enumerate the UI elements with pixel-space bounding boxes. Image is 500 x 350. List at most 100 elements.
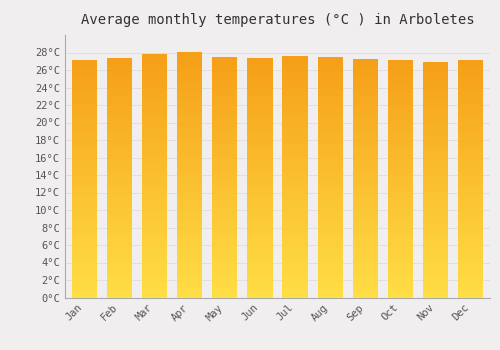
Bar: [423, 215, 448, 218]
Bar: [212, 201, 238, 204]
Bar: [282, 249, 308, 252]
Bar: [212, 216, 238, 219]
Bar: [388, 241, 413, 244]
Bar: [107, 259, 132, 261]
Bar: [248, 196, 272, 198]
Bar: [318, 201, 343, 204]
Bar: [282, 204, 308, 207]
Bar: [212, 249, 238, 252]
Bar: [248, 271, 272, 274]
Bar: [318, 129, 343, 132]
Bar: [423, 247, 448, 251]
Bar: [282, 201, 308, 204]
Bar: [177, 252, 203, 255]
Bar: [142, 240, 167, 243]
Bar: [423, 139, 448, 141]
Bar: [142, 164, 167, 167]
Bar: [107, 280, 132, 282]
Bar: [107, 150, 132, 154]
Bar: [212, 156, 238, 159]
Bar: [107, 127, 132, 130]
Bar: [212, 288, 238, 292]
Bar: [282, 140, 308, 143]
Bar: [388, 200, 413, 203]
Bar: [248, 127, 272, 130]
Bar: [107, 265, 132, 267]
Bar: [352, 145, 378, 148]
Bar: [72, 170, 97, 173]
Bar: [318, 69, 343, 72]
Bar: [458, 149, 483, 152]
Bar: [177, 89, 203, 92]
Bar: [318, 267, 343, 271]
Bar: [72, 95, 97, 98]
Bar: [107, 76, 132, 79]
Bar: [458, 223, 483, 226]
Bar: [72, 268, 97, 271]
Bar: [212, 246, 238, 249]
Bar: [318, 162, 343, 165]
Bar: [352, 160, 378, 163]
Bar: [212, 228, 238, 231]
Bar: [248, 64, 272, 67]
Bar: [212, 276, 238, 279]
Bar: [212, 111, 238, 114]
Bar: [212, 78, 238, 81]
Bar: [352, 127, 378, 130]
Bar: [72, 286, 97, 288]
Bar: [423, 109, 448, 112]
Bar: [318, 177, 343, 180]
Bar: [423, 265, 448, 268]
Bar: [352, 68, 378, 71]
Bar: [458, 176, 483, 178]
Bar: [177, 157, 203, 160]
Bar: [458, 235, 483, 238]
Bar: [142, 69, 167, 72]
Bar: [107, 88, 132, 91]
Bar: [318, 72, 343, 75]
Bar: [318, 99, 343, 102]
Bar: [177, 184, 203, 187]
Bar: [352, 262, 378, 265]
Bar: [72, 265, 97, 268]
Bar: [212, 60, 238, 63]
Bar: [388, 87, 413, 90]
Bar: [72, 220, 97, 223]
Bar: [318, 294, 343, 297]
Bar: [72, 176, 97, 178]
Bar: [352, 181, 378, 184]
Bar: [72, 167, 97, 169]
Bar: [423, 201, 448, 203]
Bar: [388, 176, 413, 179]
Bar: [352, 91, 378, 95]
Bar: [318, 192, 343, 195]
Bar: [177, 288, 203, 291]
Bar: [212, 84, 238, 87]
Bar: [248, 193, 272, 196]
Bar: [318, 63, 343, 66]
Bar: [458, 125, 483, 128]
Bar: [352, 214, 378, 217]
Bar: [212, 174, 238, 177]
Bar: [107, 178, 132, 181]
Bar: [212, 258, 238, 261]
Bar: [212, 126, 238, 129]
Bar: [388, 203, 413, 205]
Bar: [458, 167, 483, 169]
Bar: [352, 175, 378, 178]
Bar: [107, 187, 132, 190]
Bar: [318, 252, 343, 256]
Bar: [248, 256, 272, 259]
Bar: [458, 241, 483, 244]
Bar: [282, 279, 308, 282]
Bar: [282, 282, 308, 286]
Bar: [282, 216, 308, 219]
Bar: [177, 276, 203, 279]
Bar: [72, 238, 97, 241]
Bar: [423, 289, 448, 292]
Bar: [458, 283, 483, 286]
Bar: [212, 96, 238, 99]
Bar: [282, 195, 308, 198]
Bar: [282, 138, 308, 140]
Bar: [142, 212, 167, 215]
